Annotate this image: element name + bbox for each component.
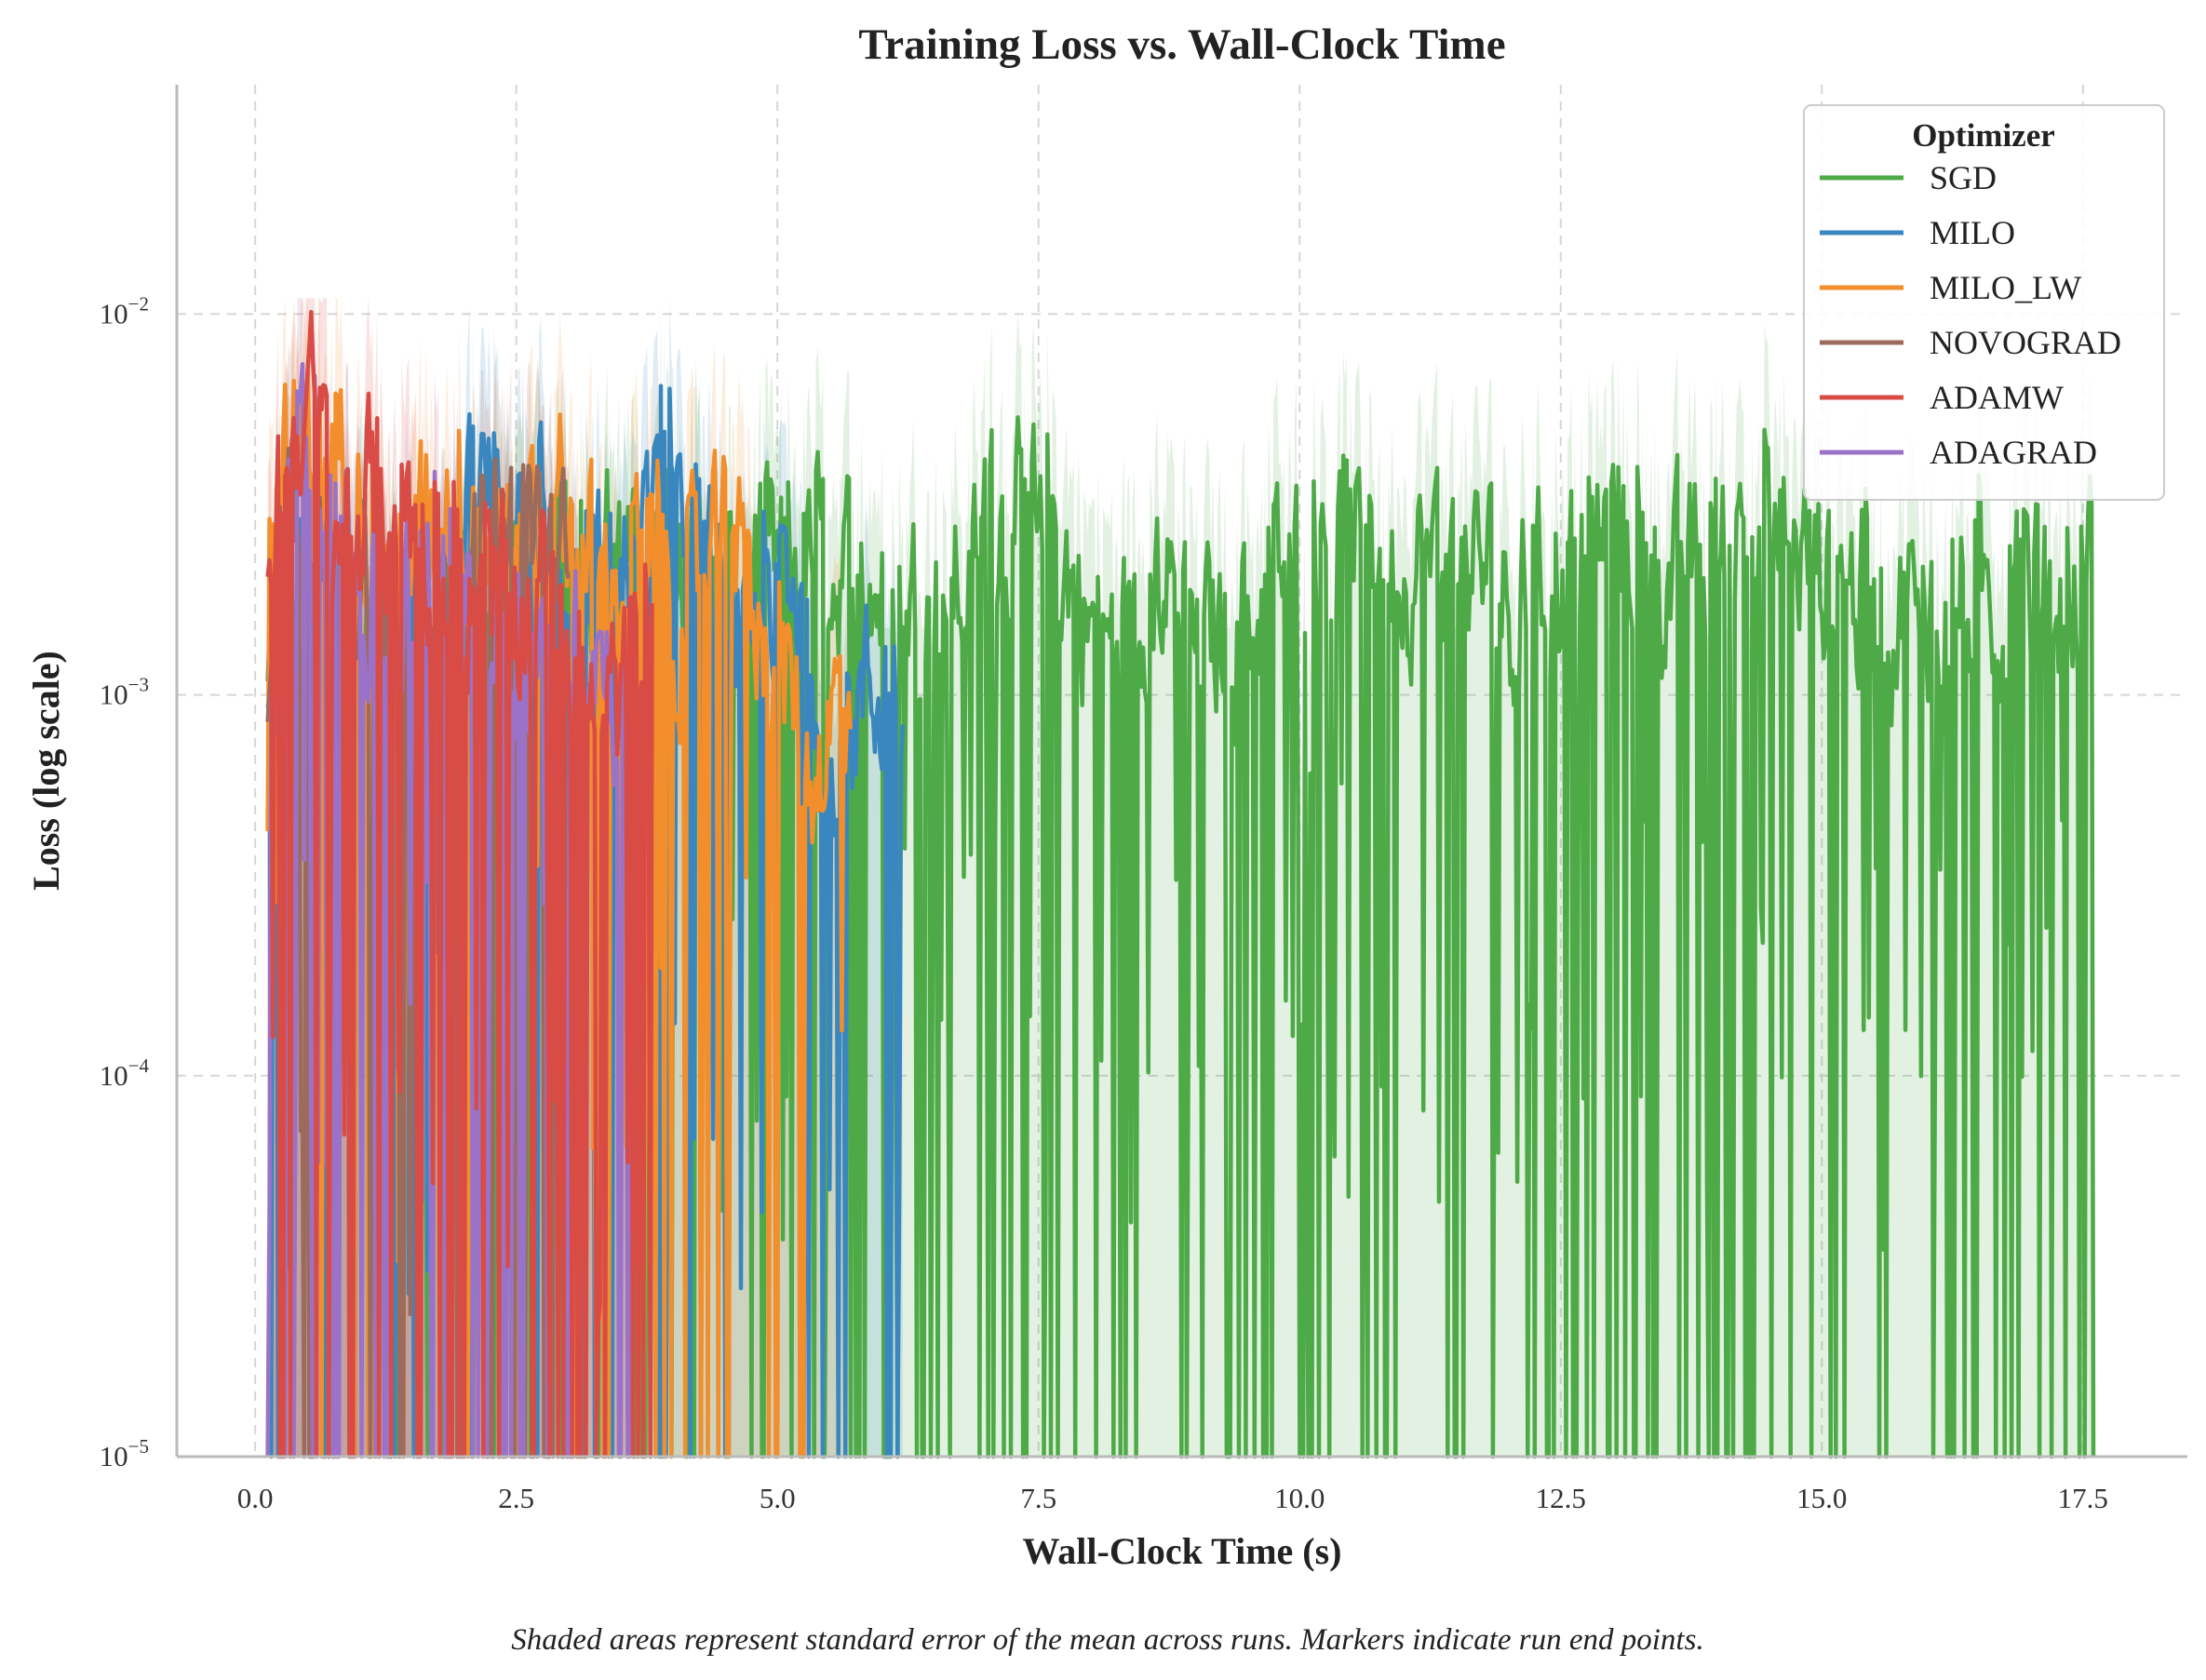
chart-title: Training Loss vs. Wall-Clock Time — [858, 20, 1505, 69]
legend-title: Optimizer — [1912, 117, 2055, 154]
legend-items: SGD MILO MILO_LW NOVOGRAD ADAMW ADAGRAD — [1820, 159, 2121, 471]
axes — [175, 85, 2187, 1458]
x-tick-label: 7.5 — [1020, 1482, 1056, 1514]
series-lines — [265, 309, 2096, 1459]
legend-label: NOVOGRAD — [1930, 324, 2121, 361]
x-tick-label: 15.0 — [1796, 1482, 1847, 1514]
legend-label: MILO — [1930, 214, 2015, 251]
legend-label: SGD — [1930, 159, 1997, 196]
legend-label: MILO_LW — [1930, 269, 2081, 306]
legend: Optimizer SGD MILO MILO_LW NOVOGRAD ADAMW ADA… — [1803, 104, 2165, 501]
x-tick-label: 5.0 — [760, 1482, 796, 1514]
legend-box — [1803, 104, 2165, 501]
legend-label: ADAMW — [1930, 379, 2064, 416]
x-tick-label: 17.5 — [2058, 1482, 2108, 1514]
x-tick-label: 0.0 — [237, 1482, 274, 1514]
y-tick-label: 10−2 — [100, 292, 149, 329]
figure-caption: Shaded areas represent standard error of… — [511, 1623, 1703, 1657]
y-tick-label: 10−4 — [100, 1055, 150, 1092]
x-tick-label: 2.5 — [498, 1482, 534, 1514]
x-tick-label: 10.0 — [1274, 1482, 1325, 1514]
x-tick-label: 12.5 — [1536, 1482, 1586, 1514]
x-axis-title: Wall-Clock Time (s) — [1023, 1530, 1342, 1572]
y-axis-title: Loss (log scale) — [25, 651, 67, 891]
legend-label: ADAGRAD — [1930, 434, 2097, 471]
y-tick-label: 10−3 — [100, 674, 149, 711]
y-tick-label: 10−5 — [100, 1435, 149, 1472]
y-tick-labels: 10−5 10−4 10−3 10−2 — [100, 292, 150, 1472]
series-line-adamw — [265, 309, 654, 1459]
x-tick-labels: 0.0 2.5 5.0 7.5 10.0 12.5 15.0 17.5 — [237, 1482, 2108, 1514]
